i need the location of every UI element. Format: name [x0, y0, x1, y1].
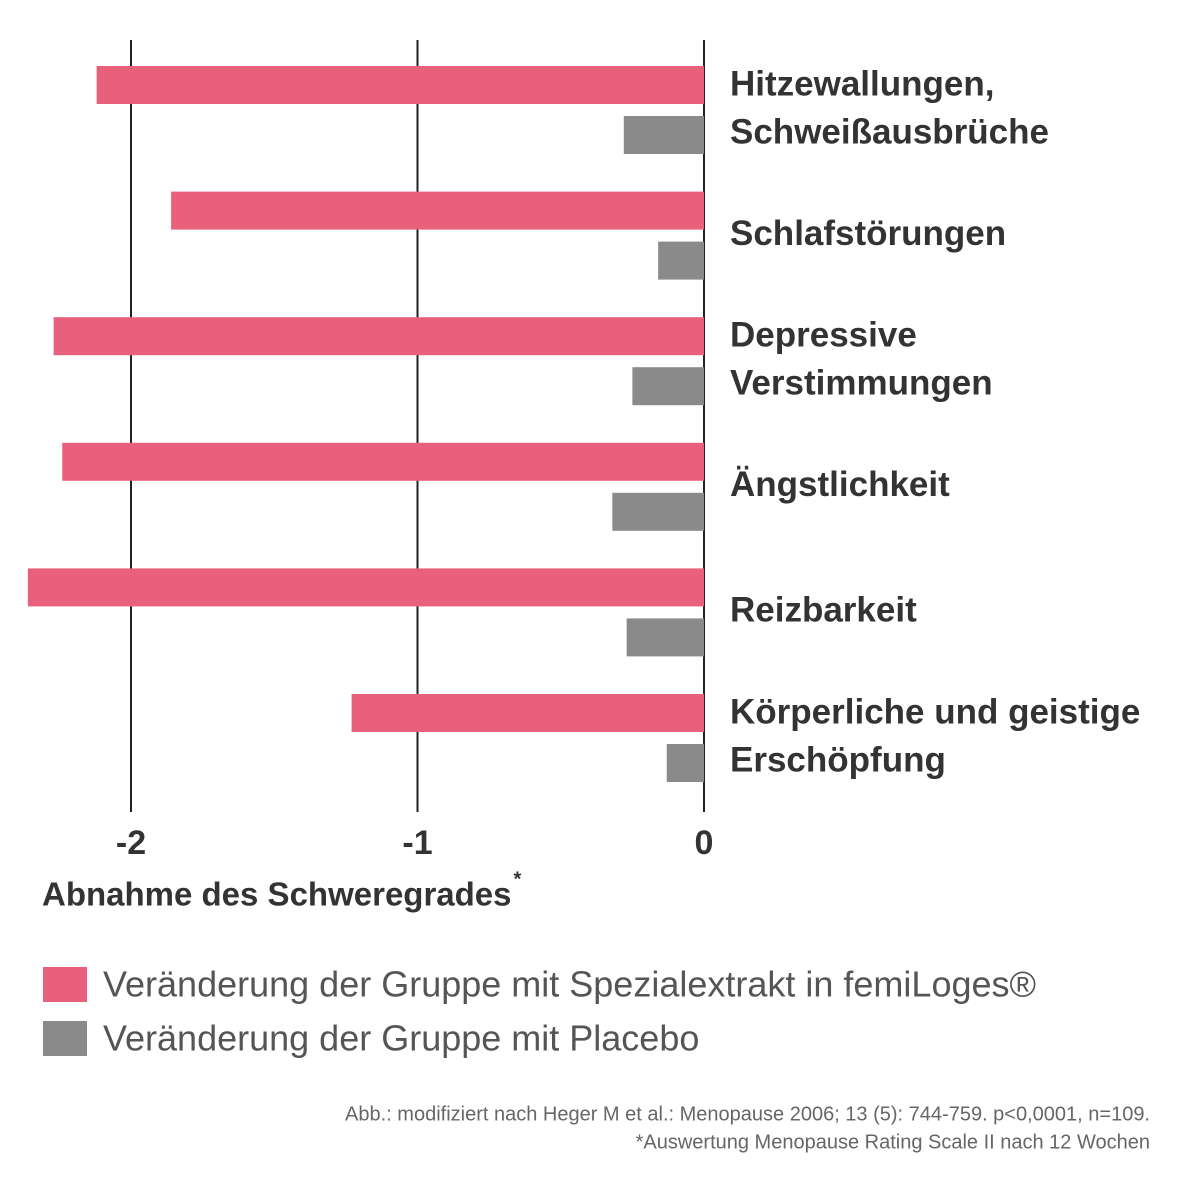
category-label: Körperliche und geistige	[730, 692, 1140, 731]
legend-swatch	[43, 1021, 87, 1056]
bar	[623, 116, 704, 154]
bar	[96, 66, 705, 104]
x-tick-label: 0	[695, 824, 714, 862]
bar	[62, 442, 705, 481]
category-label: Verstimmungen	[730, 363, 993, 402]
legend-label: Veränderung der Gruppe mit Spezialextrak…	[103, 964, 1036, 1005]
category-label: Reizbarkeit	[730, 591, 917, 630]
category-label: Schweißausbrüche	[730, 112, 1049, 151]
category-label: Hitzewallungen,	[730, 64, 994, 103]
x-tick-label: -2	[116, 824, 146, 862]
bar	[626, 618, 704, 657]
bar	[612, 492, 704, 531]
category-label: Depressive	[730, 315, 917, 354]
bar	[351, 694, 704, 732]
footnote: *Auswertung Menopause Rating Scale II na…	[636, 1131, 1150, 1153]
category-label: Schlafstörungen	[730, 214, 1006, 253]
category-label: Erschöpfung	[730, 740, 946, 779]
legend-swatch	[43, 967, 87, 1002]
bar	[658, 241, 704, 280]
bar	[27, 568, 705, 607]
footnote: Abb.: modifiziert nach Heger M et al.: M…	[345, 1103, 1150, 1125]
legend-label: Veränderung der Gruppe mit Placebo	[103, 1018, 699, 1059]
bar	[632, 367, 704, 406]
bar	[171, 191, 705, 230]
x-axis-title-sup: *	[514, 868, 522, 890]
bar	[53, 317, 704, 356]
bar	[666, 744, 704, 782]
x-tick-label: -1	[402, 824, 432, 862]
x-axis-title: Abnahme des Schweregrades	[42, 876, 512, 913]
category-label: Ängstlichkeit	[730, 465, 950, 504]
